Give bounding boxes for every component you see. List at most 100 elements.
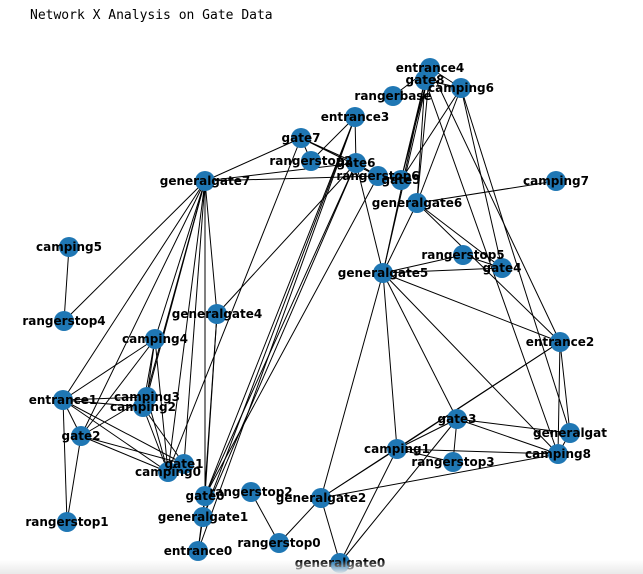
node-gate4 (492, 258, 512, 278)
node-gate6 (346, 153, 366, 173)
node-label-gate8: gate8 (406, 73, 445, 87)
node-label-rangerstop6: rangerstop6 (336, 169, 419, 183)
edge-entrance3-rangerstop2 (310, 116, 356, 162)
edge-generalgate5-generalgate2 (320, 272, 384, 499)
node-entrance2 (550, 332, 570, 352)
edge-camping2-gate1 (142, 406, 185, 465)
node-label-generalgate5: generalgate5 (338, 266, 428, 280)
node-label-gate2: gate2 (62, 429, 101, 443)
node-rangerstop3 (443, 452, 463, 472)
edge-rangerstop6-gate0 (204, 175, 379, 497)
edge-generalgate7-gate2 (80, 180, 206, 437)
edge-generalgate6-gate4 (416, 202, 503, 269)
node-label-rangerstop2: rangerstop2 (269, 154, 352, 168)
edge-camping1-camping8 (396, 448, 559, 455)
node-entrance3 (345, 107, 365, 127)
node-camping0 (158, 462, 178, 482)
node-generalgate6 (407, 193, 427, 213)
node-rangerstop2 (301, 151, 321, 171)
edge-generalgate4-gate0 (204, 313, 218, 497)
node-generalgate4 (207, 304, 227, 324)
edge-generalgate2-generalgate0 (320, 497, 341, 564)
node-camping6 (451, 78, 471, 98)
edge-generalgate5-camping8 (382, 272, 559, 455)
node-gate2 (71, 426, 91, 446)
edge-gate6-generalgate4 (216, 162, 357, 315)
node-rangerstop6 (368, 166, 388, 186)
edge-entrance4-entrance2 (429, 67, 561, 343)
node-rangerstop1 (57, 512, 77, 532)
node-label-camping1: camping1 (364, 442, 430, 456)
edge-generalgate7-gate6 (204, 162, 357, 182)
edge-gate2-gate1 (80, 435, 185, 465)
node-label-camping0: camping0 (135, 465, 201, 479)
edge-entrance2-generalgate (559, 341, 571, 434)
edge-generalgate7-camping4 (154, 180, 206, 340)
edge-camping1-generalgate0 (339, 448, 398, 564)
node-label-camping6: camping6 (428, 81, 494, 95)
node-gate5 (391, 170, 411, 190)
edge-gate7-generalgate7 (204, 137, 302, 182)
node-label-rangerstop2b: rangerstop2 (209, 485, 292, 499)
node-layer (53, 58, 580, 573)
node-label-rangerstop4: rangerstop4 (22, 314, 105, 328)
edge-entrance3-generalgate1 (202, 116, 356, 518)
edge-entrance4-generalgate6 (416, 67, 431, 204)
node-camping8 (548, 444, 568, 464)
edge-generalgate7-generalgate4 (204, 180, 218, 315)
edge-generalgate7-camping0 (167, 180, 206, 473)
edge-generalgate6-generalgate5 (382, 202, 418, 274)
edge-generalgate7-camping2 (142, 180, 206, 408)
node-label-generalgate7: generalgate7 (160, 174, 250, 188)
edge-gate2-camping0 (80, 435, 169, 473)
node-label-camping8: camping8 (525, 447, 591, 461)
edge-rangerstop5-generalgate5 (382, 254, 464, 274)
node-label-generalgate: generalgat (533, 426, 607, 440)
edge-entrance1-camping2 (62, 399, 144, 408)
node-camping4 (145, 329, 165, 349)
edge-generalgate5-camping1 (382, 272, 398, 450)
node-label-rangerstop3: rangerstop3 (411, 455, 494, 469)
node-label-rangerbase: rangerbase (354, 89, 431, 103)
edge-gate2-rangerstop1 (66, 435, 82, 523)
node-label-generalgate6: generalgate6 (372, 196, 462, 210)
chart-title: Network X Analysis on Gate Data (30, 8, 273, 23)
node-label-generalgate1: generalgate1 (158, 510, 248, 524)
edge-gate7-rangerstop6 (300, 137, 379, 177)
node-entrance0 (188, 541, 208, 561)
node-label-entrance1: entrance1 (29, 393, 98, 407)
edge-gate3-camping8 (456, 418, 559, 455)
node-generalgate2 (311, 488, 331, 508)
node-label-entrance3: entrance3 (321, 110, 390, 124)
node-label-camping4: camping4 (122, 332, 188, 346)
edge-generalgate7-rangerstop6 (204, 175, 379, 182)
node-label-camping2: camping2 (110, 400, 176, 414)
bottom-fade (0, 560, 643, 574)
edge-gate3-generalgate0 (339, 418, 458, 564)
node-label-gate6: gate6 (337, 156, 376, 170)
edge-generalgate5-gate6 (355, 162, 384, 274)
edge-camping2-camping0 (142, 406, 169, 473)
node-generalgate1 (193, 507, 213, 527)
node-camping1 (387, 439, 407, 459)
edge-camping5-rangerstop4 (63, 246, 70, 322)
edge-entrance3-entrance0 (197, 116, 356, 552)
edge-camping6-gate5 (400, 87, 462, 181)
edge-generalgate7-entrance1 (62, 180, 206, 401)
node-label-camping5: camping5 (36, 240, 102, 254)
edge-camping6-generalgate (460, 87, 571, 434)
edge-generalgate5-entrance2 (382, 272, 561, 343)
node-label-gate0: gate0 (186, 489, 225, 503)
node-label-gate7: gate7 (282, 131, 321, 145)
edge-camping4-entrance1 (62, 338, 156, 401)
node-gate3 (447, 409, 467, 429)
node-rangerbase (383, 86, 403, 106)
edge-gate8-camping8 (424, 79, 559, 455)
node-generalgate (560, 423, 580, 443)
edge-entrance1-camping3 (62, 396, 148, 401)
node-label-entrance2: entrance2 (526, 335, 595, 349)
edge-camping6-gate4 (460, 87, 503, 269)
node-generalgate7 (195, 171, 215, 191)
node-label-rangerstop0: rangerstop0 (237, 536, 320, 550)
